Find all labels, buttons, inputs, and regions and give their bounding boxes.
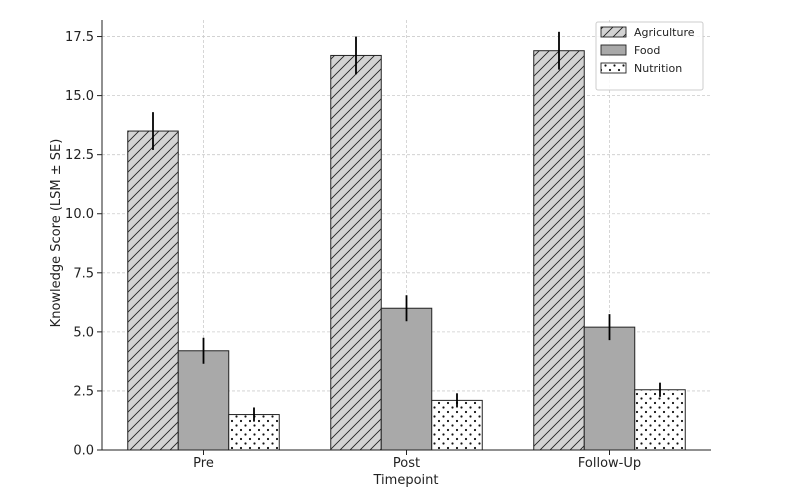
legend: Agriculture Food Nutrition xyxy=(595,21,704,91)
bar-food xyxy=(177,350,230,451)
legend-swatch xyxy=(600,62,627,74)
bar-food xyxy=(583,326,636,451)
x-tick-label: Follow-Up xyxy=(578,456,641,471)
legend-label: Agriculture xyxy=(634,26,695,39)
legend-label: Nutrition xyxy=(634,62,682,75)
x-axis-title: Timepoint xyxy=(373,473,439,488)
x-tick-label: Pre xyxy=(193,456,214,471)
y-tick-label: 2.5 xyxy=(73,384,94,399)
legend-swatch xyxy=(600,44,627,56)
bar-agriculture xyxy=(127,130,179,451)
y-tick-label: 10.0 xyxy=(65,207,94,222)
bar-food xyxy=(380,307,433,451)
y-axis-title: Knowledge Score (LSM ± SE) xyxy=(49,139,64,328)
x-tick-label: Post xyxy=(393,456,420,471)
y-tick-label: 0.0 xyxy=(73,444,94,459)
bar-nutrition xyxy=(634,389,686,451)
legend-swatch xyxy=(600,26,627,38)
y-tick-label: 17.5 xyxy=(65,30,94,45)
y-tick-label: 12.5 xyxy=(65,148,94,163)
bar-nutrition xyxy=(431,399,483,451)
bar-agriculture xyxy=(330,54,382,451)
bar-agriculture xyxy=(533,50,585,451)
y-tick-label: 7.5 xyxy=(73,266,94,281)
legend-label: Food xyxy=(634,44,660,57)
axes: 0.0 2.5 5.0 7.5 10.0 12.5 15.0 17.5 Pre Post Follo… xyxy=(65,20,711,471)
y-tick-label: 15.0 xyxy=(65,89,94,104)
y-tick-label: 5.0 xyxy=(73,325,94,340)
